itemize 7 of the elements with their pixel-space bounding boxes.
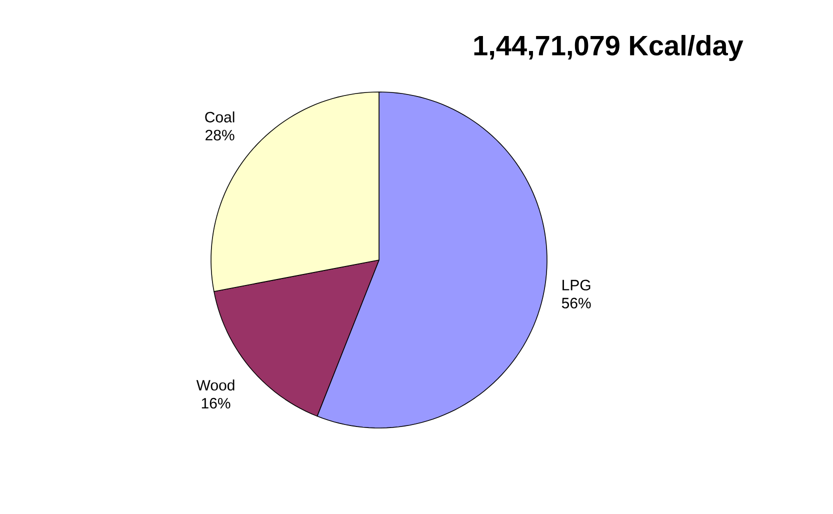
slice-label: LPG [562,280,590,290]
chart-title: 1,44,71,079 Kcal/day [474,34,744,62]
data-label: 28% [206,130,234,140]
slice-label: Wood [196,380,234,391]
data-label: 56% [562,298,591,308]
data-label: 16% [202,398,230,409]
slice-label: Coal [205,111,234,122]
